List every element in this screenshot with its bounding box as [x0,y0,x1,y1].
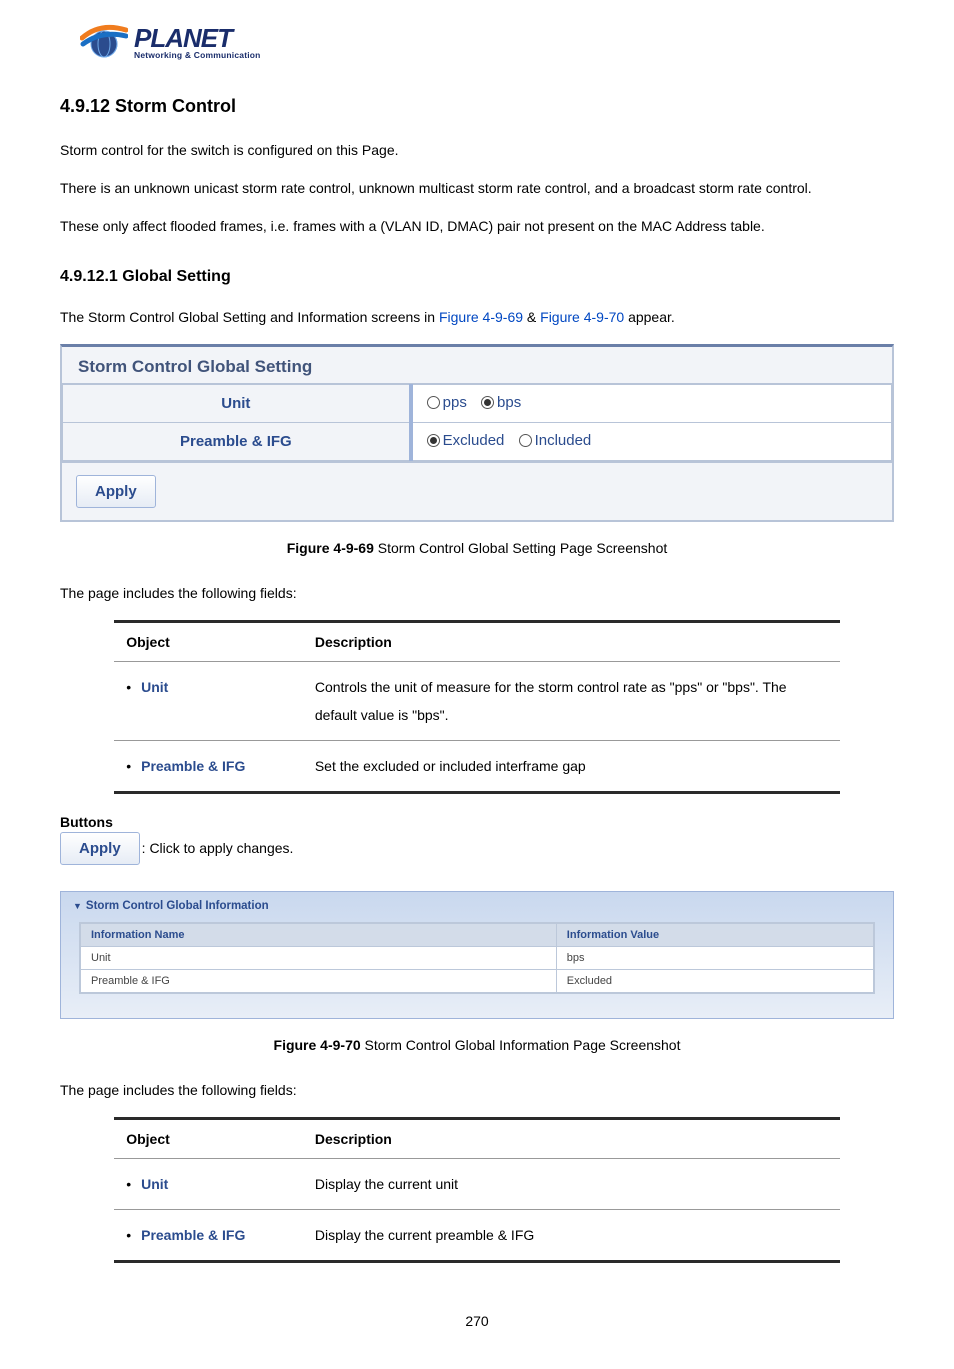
preamble-label: Preamble & IFG [63,423,411,461]
panel-title: Storm Control Global Setting [62,347,892,384]
dt1-r1-obj: Unit [141,679,168,695]
preamble-opt-included: Included [535,432,592,449]
info-r2-value: Excluded [556,969,873,992]
logo-text: PLANET [134,25,261,51]
figure-caption-70: Figure 4-9-70 Storm Control Global Infor… [60,1037,894,1053]
chevron-down-icon: ▼ [73,901,82,911]
dt2-r2-desc: Display the current preamble & IFG [303,1209,840,1261]
apply-button-text: : Click to apply changes. [142,840,294,856]
dt1-h-object: Object [114,621,303,661]
apply-row: Apply [60,463,894,522]
info-r1-value: bps [556,946,873,969]
preamble-radio-included[interactable]: Included [519,432,592,449]
dt2-r1-obj: Unit [141,1176,168,1192]
info-h-value: Information Value [556,923,873,946]
storm-control-info-panel: ▼ Storm Control Global Information Infor… [60,891,894,1019]
subintro-suffix: appear. [624,309,675,325]
fig70-rest: Storm Control Global Information Page Sc… [361,1037,681,1053]
desc-table-2: Object Description •Unit Display the cur… [114,1117,840,1263]
section-heading: 4.9.12 Storm Control [60,96,894,117]
apply-button[interactable]: Apply [76,475,156,508]
intro-p2: There is an unknown unicast storm rate c… [60,177,894,201]
dt1-r2-obj: Preamble & IFG [141,758,245,774]
dt2-h-object: Object [114,1118,303,1158]
intro-p3: These only affect flooded frames, i.e. f… [60,215,894,239]
fig70-bold: Figure 4-9-70 [274,1037,361,1053]
subintro-prefix: The Storm Control Global Setting and Inf… [60,309,439,325]
fields-intro-2: The page includes the following fields: [60,1079,894,1103]
buttons-heading: Buttons [60,814,894,830]
dt1-r2-desc: Set the excluded or included interframe … [303,740,840,792]
unit-label: Unit [63,385,411,423]
unit-opt-bps: bps [497,394,521,411]
logo-tagline: Networking & Communication [134,51,261,60]
intro-p1: Storm control for the switch is configur… [60,139,894,163]
planet-globe-icon [80,20,128,64]
unit-opt-pps: pps [443,394,467,411]
preamble-radio-excluded[interactable]: Excluded [427,432,505,449]
figure-ref-70[interactable]: Figure 4-9-70 [540,309,624,325]
figure-caption-69: Figure 4-9-69 Storm Control Global Setti… [60,540,894,556]
info-h-name: Information Name [81,923,557,946]
subsection-heading: 4.9.12.1 Global Setting [60,268,894,286]
info-r2-name: Preamble & IFG [81,969,557,992]
unit-radio-bps[interactable]: bps [481,394,521,411]
info-legend-text: Storm Control Global Information [86,900,269,912]
info-r1-name: Unit [81,946,557,969]
dt2-h-desc: Description [303,1118,840,1158]
brand-logo: PLANET Networking & Communication [60,20,894,74]
preamble-opt-excluded: Excluded [443,432,505,449]
dt2-r2-obj: Preamble & IFG [141,1227,245,1243]
desc-table-1: Object Description •Unit Controls the un… [114,620,840,794]
figure-ref-69[interactable]: Figure 4-9-69 [439,309,523,325]
subsection-intro: The Storm Control Global Setting and Inf… [60,306,894,330]
dt2-r1-desc: Display the current unit [303,1158,840,1209]
dt1-r1-desc: Controls the unit of measure for the sto… [303,661,840,740]
apply-button-inline[interactable]: Apply [60,832,140,865]
storm-control-setting-panel: Storm Control Global Setting Unit pps bp… [60,344,894,463]
info-legend[interactable]: ▼ Storm Control Global Information [65,896,889,922]
page-number: 270 [60,1313,894,1329]
fig69-rest: Storm Control Global Setting Page Screen… [374,540,667,556]
dt1-h-desc: Description [303,621,840,661]
fields-intro-1: The page includes the following fields: [60,582,894,606]
unit-radio-pps[interactable]: pps [427,394,467,411]
subintro-mid: & [523,309,540,325]
fig69-bold: Figure 4-9-69 [287,540,374,556]
